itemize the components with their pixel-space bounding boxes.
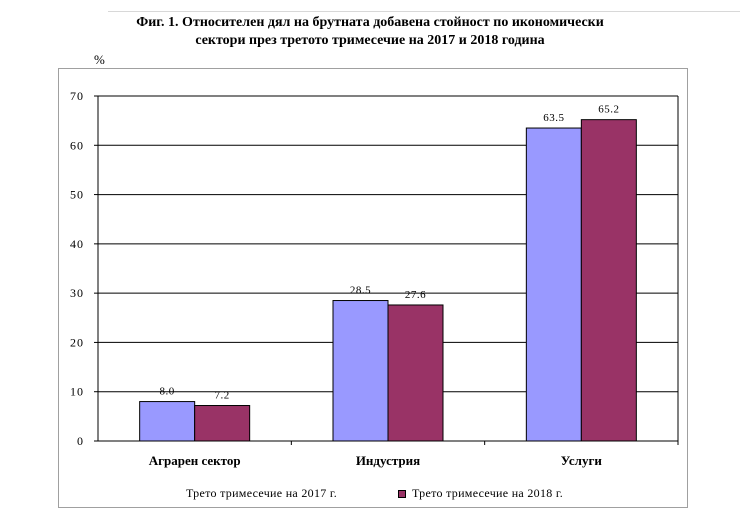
top-rule <box>108 11 740 12</box>
data-label: 27.6 <box>405 289 426 301</box>
data-label: 63.5 <box>543 112 564 124</box>
y-tick-label: 0 <box>77 434 84 448</box>
y-tick-label: 10 <box>70 385 84 399</box>
bar <box>580 119 637 442</box>
bar <box>332 300 389 442</box>
data-label: 8.0 <box>160 386 175 398</box>
y-tick-label: 40 <box>70 237 84 251</box>
x-category-label: Индустрия <box>356 453 420 468</box>
legend-swatch-2018 <box>398 489 406 498</box>
chart-title-line-2: сектори през третото тримесечие на 2017 … <box>195 33 545 48</box>
y-tick-label: 20 <box>70 335 84 349</box>
data-label: 7.2 <box>215 390 230 402</box>
bar <box>194 405 251 442</box>
legend-item-2017: Трето тримесечие на 2017 г. <box>186 486 337 501</box>
y-tick-label: 30 <box>70 286 84 300</box>
data-label: 65.2 <box>598 104 619 116</box>
bar <box>139 401 196 442</box>
bar <box>387 304 444 442</box>
chart-title-line-1: Фиг. 1. Относителен дял на брутната доба… <box>136 15 604 30</box>
y-tick-label: 50 <box>70 188 84 202</box>
bar <box>525 127 582 442</box>
x-category-label: Аграрен сектор <box>149 453 241 468</box>
chart-frame <box>58 68 688 508</box>
y-axis-unit-label: % <box>94 52 105 67</box>
legend-label-2018: Трето тримесечие на 2018 г. <box>412 486 564 500</box>
legend-label-2017: Трето тримесечие на 2017 г. <box>186 486 338 500</box>
y-tick-label: 70 <box>70 89 84 103</box>
x-category-label: Услуги <box>561 453 603 468</box>
legend-item-2018: Трето тримесечие на 2018 г. <box>398 486 563 501</box>
chart-title: Фиг. 1. Относителен дял на брутната доба… <box>0 14 740 50</box>
chart-legend: Трето тримесечие на 2017 г. Трето тримес… <box>0 486 740 502</box>
data-label: 28.5 <box>350 285 371 297</box>
y-tick-label: 60 <box>70 138 84 152</box>
